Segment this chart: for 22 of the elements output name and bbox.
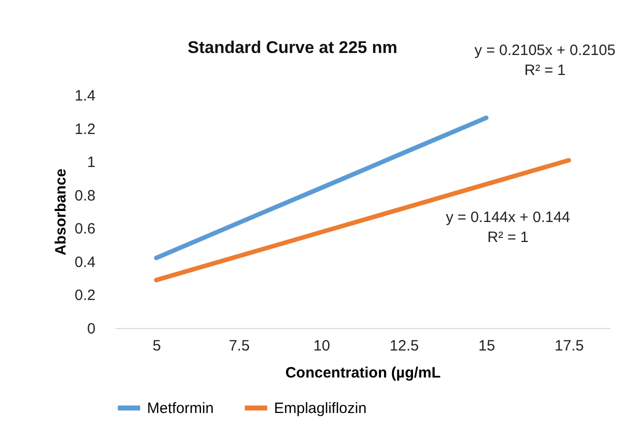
- x-tick-label: 5: [152, 338, 161, 354]
- x-tick-label: 7.5: [228, 338, 250, 354]
- y-tick-label: 1.4: [74, 88, 96, 104]
- y-tick-label: 0.2: [74, 287, 96, 304]
- annotation: y = 0.144x + 0.144 R² = 1: [446, 209, 570, 246]
- y-tick-label: 0.8: [74, 187, 96, 204]
- y-tick-label: 1: [87, 154, 96, 172]
- chart-title: Standard Curve at 225 nm: [188, 38, 398, 57]
- legend-label: Metformin: [147, 400, 214, 417]
- y-tick-label: 0.6: [74, 220, 96, 238]
- x-axis-title: Concentration (µg/mL: [285, 364, 441, 382]
- y-tick-label: 0.4: [74, 254, 96, 271]
- y-tick-label: 1.2: [74, 120, 96, 138]
- x-tick-label: 17.5: [554, 338, 584, 354]
- x-tick-label: 12.5: [390, 338, 419, 354]
- y-axis-title: Absorbance: [52, 168, 70, 256]
- text: y = 0.2105x + 0.2105 R² = 1: [474, 42, 616, 79]
- line-series: [154, 158, 571, 282]
- y-tick-label: 0: [87, 320, 96, 338]
- x-tick-label: 15: [478, 338, 496, 354]
- x-tick-label: 10: [313, 338, 330, 354]
- legend-label: Emplagliflozin: [274, 400, 367, 417]
